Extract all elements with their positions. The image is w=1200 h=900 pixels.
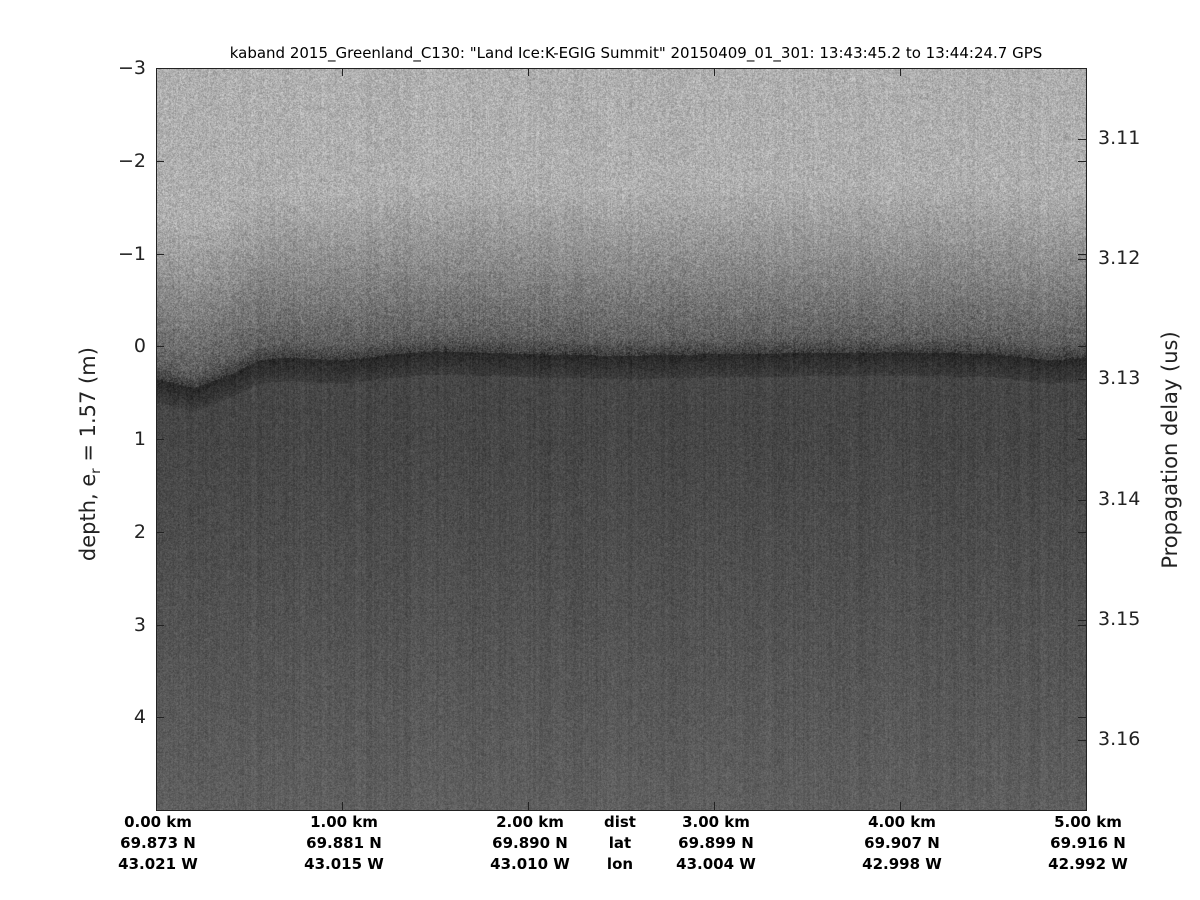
x-lat-label: 69.890 N (492, 834, 568, 852)
y-tick-label: 0 (133, 335, 146, 358)
y-tick-right (1078, 253, 1086, 255)
x-row-title-lon: lon (606, 855, 634, 873)
x-lon-label: 42.992 W (1048, 855, 1128, 873)
x-tick-top (1086, 68, 1087, 76)
x-lon-label: 43.021 W (118, 855, 198, 873)
echogram-image (156, 68, 1086, 810)
x-tick-top (342, 68, 343, 76)
x-tick (714, 802, 715, 810)
y-label-tail: = 1.57 (m) (75, 347, 100, 469)
y-tick (156, 439, 164, 440)
y-tick (156, 346, 164, 348)
y2-tick-label: 3.11 (1098, 127, 1141, 150)
x-tick (900, 802, 901, 810)
x-lat-label: 69.907 N (864, 834, 940, 852)
y2-tick (1078, 378, 1086, 380)
y-tick-label: −1 (117, 242, 146, 265)
y2-tick-label: 3.14 (1098, 488, 1141, 511)
x-dist-label: 1.00 km (310, 813, 378, 831)
x-dist-label: 5.00 km (1054, 813, 1122, 831)
y-tick (156, 253, 164, 255)
y-tick-right (1078, 717, 1086, 719)
y2-tick (1078, 500, 1086, 502)
y-tick (156, 624, 164, 626)
x-lon-label: 43.004 W (676, 855, 756, 873)
y-label-main: depth, e (75, 473, 100, 562)
x-lat-label: 69.881 N (306, 834, 382, 852)
y-axis-label: depth, er = 1.57 (m) (76, 324, 104, 584)
x-dist-label: 0.00 km (124, 813, 192, 831)
y2-tick (1078, 619, 1086, 621)
x-lat-label: 69.873 N (120, 834, 196, 852)
x-tick-top (528, 68, 529, 76)
x-row-title-lat: lat (608, 834, 632, 852)
x-tick-top (714, 68, 715, 76)
y2-tick-label: 3.15 (1098, 607, 1141, 630)
y2-tick (1078, 139, 1086, 141)
x-tick (342, 802, 343, 810)
x-dist-label: 2.00 km (496, 813, 564, 831)
x-lat-label: 69.899 N (678, 834, 754, 852)
y2-tick-label: 3.13 (1098, 366, 1141, 389)
y-tick-label: −2 (117, 149, 146, 172)
y-tick-label: −3 (117, 57, 146, 79)
y-tick-right (1078, 68, 1086, 69)
y-tick-label: 2 (133, 520, 146, 543)
y-tick-label: 4 (133, 706, 146, 729)
x-tick-top (900, 68, 901, 76)
y2-tick (1078, 739, 1086, 741)
x-dist-label: 4.00 km (868, 813, 936, 831)
y-tick-right (1078, 531, 1086, 533)
y-tick-label: 3 (133, 613, 146, 636)
y2-tick-label: 3.12 (1098, 247, 1141, 270)
x-lon-label: 42.998 W (862, 855, 942, 873)
y-tick (156, 531, 164, 533)
plot-area (156, 68, 1086, 810)
x-lon-label: 43.015 W (304, 855, 384, 873)
y-tick-right (1078, 439, 1086, 440)
x-tick-top (156, 68, 157, 76)
x-dist-label: 3.00 km (682, 813, 750, 831)
y-tick-label: 1 (133, 428, 146, 450)
chart-title: kaband 2015_Greenland_C130: "Land Ice:K-… (229, 44, 1043, 62)
y-tick-right (1078, 624, 1086, 626)
x-tick (528, 802, 529, 810)
x-lon-label: 43.010 W (490, 855, 570, 873)
x-lat-label: 69.916 N (1050, 834, 1126, 852)
y-tick (156, 160, 164, 162)
y2-axis-label: Propagation delay (us) (1158, 331, 1182, 569)
x-tick (156, 802, 157, 810)
y-tick (156, 717, 164, 719)
y-tick-right (1078, 346, 1086, 348)
x-tick (1086, 802, 1087, 810)
y-tick-right (1078, 160, 1086, 162)
x-row-title-dist: dist (604, 813, 636, 831)
y-tick (156, 68, 164, 69)
y2-tick (1078, 259, 1086, 261)
y-label-sub: r (89, 468, 105, 474)
y2-tick-label: 3.16 (1098, 727, 1141, 750)
